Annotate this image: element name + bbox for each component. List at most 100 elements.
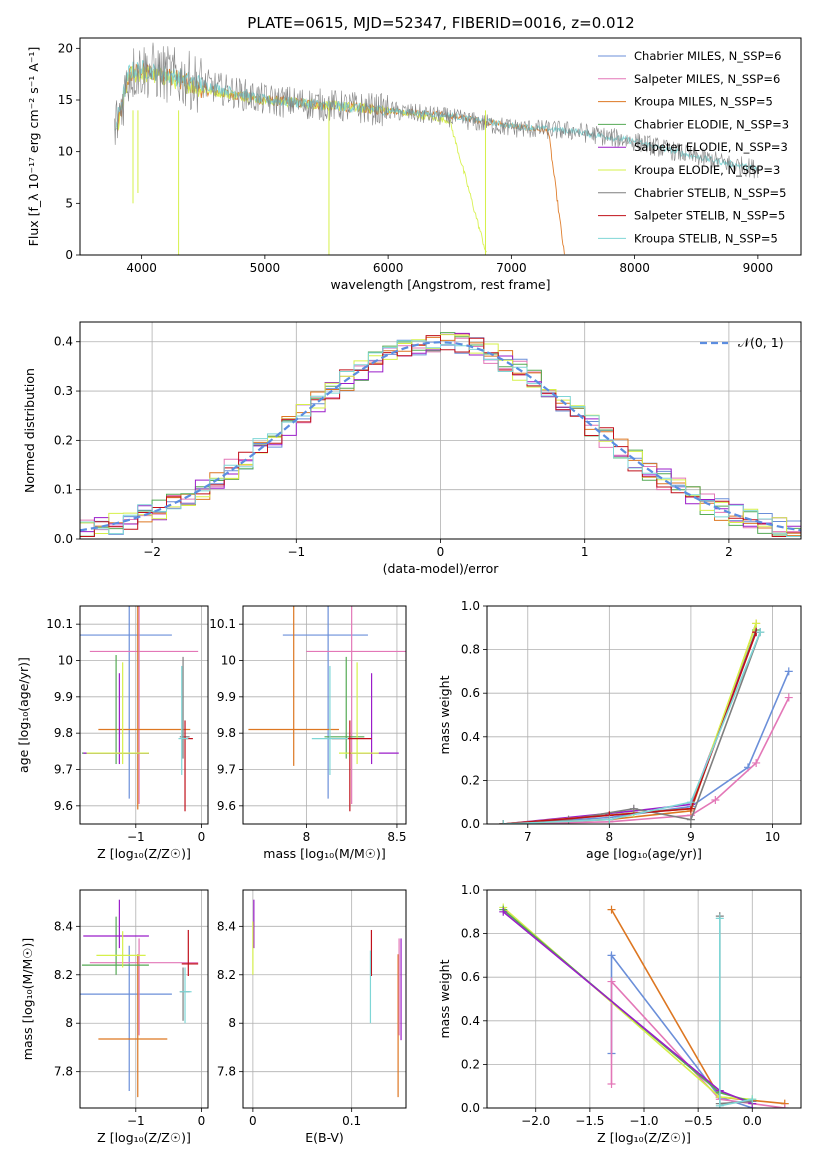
weight_vs_Z-frame [486,889,802,1109]
y-axis-label: Normed distribution [22,368,37,493]
x-axis-label: Z [log₁₀(Z/Z☉)] [97,1130,191,1145]
x-tick-label: −1.5 [575,1114,604,1128]
y-tick-label: 0.4 [461,730,480,744]
x-tick-label: 9 [687,830,695,844]
age_vs_Z-panel: −1 0 9.6 9.7 9.8 9.9 10 10.1 Z [log₁₀(Z/Z☉)] age … [16,605,209,861]
weight-marker [607,977,616,986]
y-tick-label: 0.2 [461,1057,480,1071]
age_vs_Z-frame [79,605,209,825]
weight-line [503,697,790,824]
x-tick-label: 8000 [619,261,650,275]
weight-marker [607,1080,616,1089]
x-tick-label: 10 [765,830,780,844]
weight-line [719,916,753,1105]
y-tick-label: 10 [221,654,236,668]
legend-label: Chabrier ELODIE, N_SSP=3 [634,117,789,131]
x-tick-label: 0 [249,1114,257,1128]
x-tick-label: 0.1 [342,1114,361,1128]
legend-label: Salpeter STELIB, N_SSP=5 [634,209,785,223]
x-tick-label: 0 [198,1114,206,1128]
weight-line [503,623,757,824]
y-tick-label: 0.2 [461,773,480,787]
y-tick-label: 8 [65,1016,73,1030]
weight-marker [748,1095,757,1104]
x-tick-label: 0 [198,830,206,844]
weight-marker [686,798,695,807]
weight-marker [715,914,724,923]
y-axis-label: mass weight [437,675,452,754]
weight-marker [780,1104,789,1108]
x-tick-label: −0.5 [684,1114,713,1128]
x-tick-label: 4000 [126,261,157,275]
histogram-series [80,340,801,537]
x-tick-label: 0 [437,545,445,559]
x-axis-label: (data-model)/error [383,561,500,576]
weight-line [503,623,757,824]
y-tick-label: 8.2 [217,968,236,982]
y-tick-label: 0.0 [54,532,73,546]
legend-label: Chabrier STELIB, N_SSP=5 [634,186,786,200]
y-tick-label: 15 [58,93,73,107]
weight-marker [607,951,616,960]
x-tick-label: 8 [303,830,311,844]
y-tick-label: 9.8 [54,726,73,740]
x-tick-label: 6000 [373,261,404,275]
x-axis-label: E(B-V) [305,1130,344,1145]
legend-label: Salpeter MILES, N_SSP=6 [634,72,780,86]
legend-label: Salpeter ELODIE, N_SSP=3 [634,140,788,154]
x-tick-label: −1.0 [629,1114,658,1128]
weight-marker [752,758,761,767]
y-tick-label: 0.4 [54,335,73,349]
weight-line [503,631,761,824]
y-tick-label: 8 [228,1016,236,1030]
y-tick-label: 0.6 [461,970,480,984]
legend-label: Kroupa MILES, N_SSP=5 [634,95,773,109]
mass_vs_ebv-panel: 0 0.1 7.8 8 8.2 8.4 E(B-V) [217,889,407,1145]
weight-marker [686,815,695,824]
y-tick-label: 9.9 [54,690,73,704]
y-tick-label: 0.8 [461,643,480,657]
spectrum-frame [79,37,802,256]
legend-label: Chabrier MILES, N_SSP=6 [634,49,781,63]
y-tick-label: 7.8 [217,1065,236,1079]
mass_vs_Z-panel: −1 0 7.8 8 8.2 8.4 Z [log₁₀(Z/Z☉)] mass [log₁₀(… [20,889,209,1145]
y-tick-label: 8.4 [217,919,236,933]
y-tick-label: 0.4 [461,1014,480,1028]
y-tick-label: 0 [65,248,73,262]
y-tick-label: 0.3 [54,384,73,398]
weight-marker [605,815,614,824]
y-tick-label: 20 [58,41,73,55]
x-tick-label: −1 [127,1114,145,1128]
residuals-frame [79,321,802,540]
y-tick-label: 0.6 [461,686,480,700]
y-tick-label: 9.7 [217,763,236,777]
weight-line [503,629,757,824]
y-tick-label: 9.8 [217,726,236,740]
x-tick-label: 5000 [250,261,281,275]
y-tick-label: 1.0 [461,599,480,613]
age_vs_mass-panel: 8 8.5 9.6 9.7 9.8 9.9 10 10.1 mass [log₁₀(M/M☉)] [209,605,407,861]
x-tick-label: 2 [725,545,733,559]
y-tick-label: 5 [65,196,73,210]
mass_vs_ebv-plot-area [243,890,406,1108]
spectrum-line [116,62,565,255]
y-tick-label: 8.4 [54,919,73,933]
x-axis-label: Z [log₁₀(Z/Z☉)] [597,1130,691,1145]
weight-marker [499,907,508,916]
y-tick-label: 0.8 [461,927,480,941]
x-tick-label: 8 [606,830,614,844]
weight_vs_Z-plot-area [487,890,801,1108]
y-tick-label: 10.1 [209,617,236,631]
weight-marker [784,667,793,676]
normal-curve [80,341,801,532]
y-tick-label: 1.0 [461,883,480,897]
spectrum-panel: 4000 5000 6000 7000 8000 9000 0 5 10 15 20 waveleng… [26,37,802,292]
weight_vs_age-frame [486,605,802,825]
y-axis-label: mass [log₁₀(M/M☉)] [20,938,35,1060]
x-tick-label: 1 [581,545,589,559]
weight-line [719,918,753,1107]
x-tick-label: 0.0 [743,1114,762,1128]
residuals-panel: −2 −1 0 1 2 0.0 0.1 0.2 0.3 0.4 (data-model)/error… [22,321,802,576]
weight-marker [752,619,761,628]
